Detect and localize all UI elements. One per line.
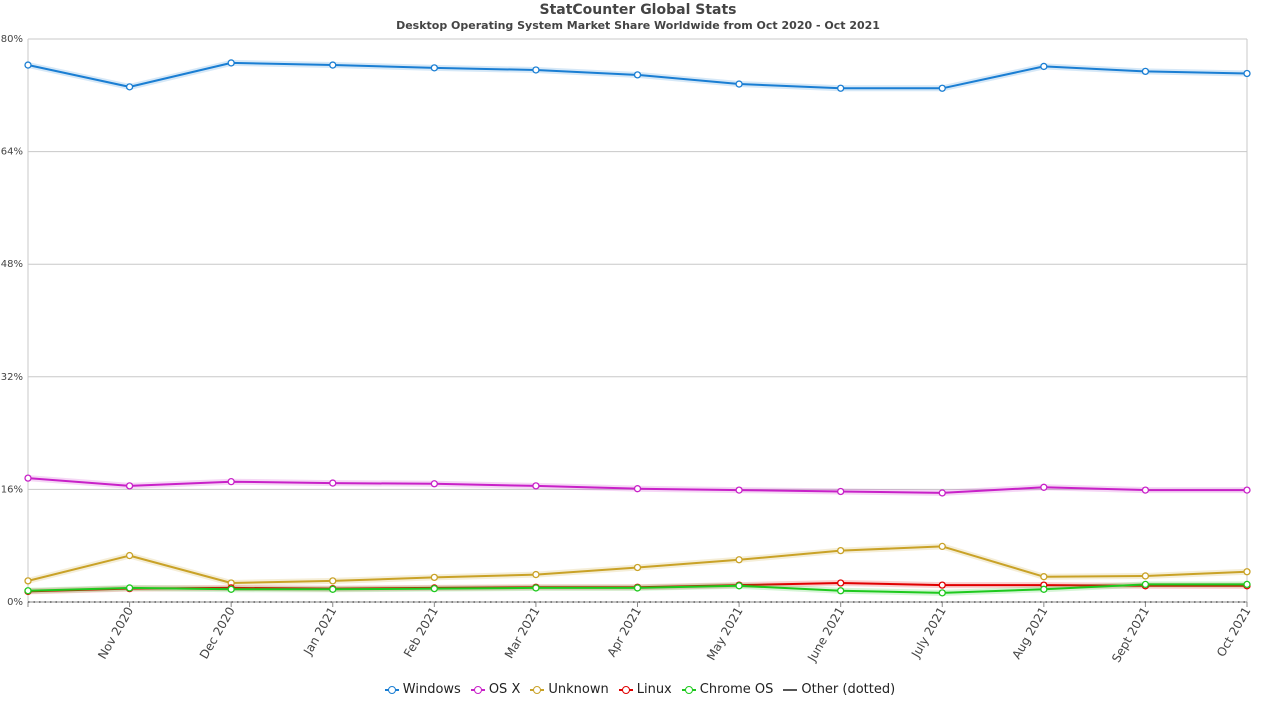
data-point-unknown[interactable] — [430, 573, 438, 582]
legend-swatch-icon — [470, 685, 485, 695]
legend: Windows OS X Unknown Linux Chrome OS Other (d… — [0, 682, 1280, 699]
data-point-unknown[interactable] — [633, 563, 642, 572]
legend-swatch-icon — [384, 685, 399, 695]
data-point-linux[interactable] — [938, 581, 946, 589]
data-point-unknown[interactable] — [938, 542, 946, 551]
data-point-chrome-os[interactable] — [1141, 580, 1150, 589]
x-tick-label: May 2021 — [704, 605, 746, 663]
x-tick-label: Aug 2021 — [1009, 605, 1050, 662]
data-point-chrome-os[interactable] — [532, 584, 540, 592]
legend-item-windows[interactable]: Windows — [384, 682, 461, 697]
data-point-os-x[interactable] — [735, 486, 743, 494]
legend-label: Other (dotted) — [801, 682, 896, 697]
legend-label: OS X — [488, 682, 521, 697]
data-point-windows[interactable] — [329, 61, 337, 69]
data-point-windows[interactable] — [430, 64, 438, 72]
data-point-unknown[interactable] — [532, 570, 540, 579]
data-point-chrome-os[interactable] — [837, 587, 845, 595]
data-point-chrome-os[interactable] — [227, 585, 235, 593]
legend-swatch-icon — [783, 685, 798, 695]
y-tick-label: 80% — [1, 34, 23, 45]
data-point-os-x[interactable] — [24, 474, 32, 482]
y-tick-label: 16% — [1, 484, 23, 495]
data-point-windows[interactable] — [227, 59, 235, 67]
data-point-windows[interactable] — [125, 83, 134, 91]
legend-item-other-dotted[interactable]: Other (dotted) — [783, 682, 895, 697]
data-point-os-x[interactable] — [633, 485, 642, 493]
data-point-chrome-os[interactable] — [1040, 585, 1048, 593]
x-tick-label: Nov 2020 — [95, 605, 136, 662]
y-tick-label: 64% — [1, 147, 23, 158]
data-point-os-x[interactable] — [227, 478, 235, 486]
data-point-windows[interactable] — [1243, 69, 1251, 78]
data-point-unknown[interactable] — [125, 551, 134, 560]
y-tick-label: 0% — [7, 597, 23, 608]
y-tick-label: 32% — [1, 372, 23, 383]
gridlines — [28, 38, 1247, 603]
x-tick-label: Dec 2020 — [197, 605, 238, 662]
data-point-chrome-os[interactable] — [735, 582, 743, 590]
data-point-os-x[interactable] — [125, 482, 134, 490]
data-point-windows[interactable] — [1141, 67, 1150, 76]
data-point-unknown[interactable] — [735, 556, 743, 564]
x-tick-label: July 2021 — [908, 605, 949, 661]
y-tick-label: 48% — [1, 259, 23, 270]
data-point-os-x[interactable] — [837, 487, 845, 496]
data-point-unknown[interactable] — [329, 577, 337, 585]
data-point-os-x[interactable] — [532, 482, 540, 490]
x-tick-label: Apr 2021 — [604, 605, 644, 660]
legend-label: Chrome OS — [699, 682, 774, 697]
chart-subtitle: Desktop Operating System Market Share Wo… — [396, 19, 880, 32]
data-point-windows[interactable] — [837, 84, 845, 92]
data-point-chrome-os[interactable] — [329, 585, 337, 593]
data-point-chrome-os[interactable] — [125, 584, 134, 592]
data-point-windows[interactable] — [735, 80, 743, 88]
data-point-os-x[interactable] — [1141, 486, 1150, 494]
data-point-os-x[interactable] — [430, 480, 438, 488]
data-point-windows[interactable] — [1040, 62, 1048, 71]
data-point-chrome-os[interactable] — [633, 584, 642, 592]
data-point-unknown[interactable] — [1040, 573, 1048, 581]
data-point-chrome-os[interactable] — [938, 589, 946, 597]
x-tick-label: Sept 2021 — [1109, 605, 1152, 665]
data-point-chrome-os[interactable] — [1243, 580, 1251, 589]
data-point-chrome-os[interactable] — [24, 587, 32, 595]
legend-item-linux[interactable]: Linux — [618, 682, 672, 697]
data-point-windows[interactable] — [938, 84, 946, 92]
data-point-os-x[interactable] — [1243, 486, 1251, 494]
legend-label: Windows — [402, 682, 461, 697]
chart-title: StatCounter Global Stats — [539, 2, 736, 18]
data-point-linux[interactable] — [837, 579, 845, 587]
legend-label: Linux — [636, 682, 672, 697]
data-point-unknown[interactable] — [1243, 568, 1251, 576]
data-point-windows[interactable] — [24, 61, 32, 69]
series-layer — [24, 59, 1251, 603]
data-point-chrome-os[interactable] — [430, 584, 438, 593]
legend-item-os-x[interactable]: OS X — [470, 682, 521, 697]
data-point-windows[interactable] — [532, 66, 540, 74]
legend-swatch-icon — [530, 685, 545, 695]
data-point-os-x[interactable] — [938, 489, 946, 497]
x-tick-label: Feb 2021 — [401, 605, 441, 660]
legend-label: Unknown — [548, 682, 609, 697]
x-tick-label: Jan 2021 — [300, 605, 339, 659]
x-tick-label: June 2021 — [804, 605, 847, 665]
x-tick-label: Mar 2021 — [502, 605, 543, 661]
legend-item-chrome-os[interactable]: Chrome OS — [681, 682, 774, 697]
data-point-os-x[interactable] — [329, 479, 337, 487]
legend-swatch-icon — [681, 685, 696, 695]
data-point-unknown[interactable] — [1141, 572, 1150, 580]
legend-swatch-icon — [618, 685, 633, 695]
x-tick-label: Oct 2021 — [1214, 605, 1254, 660]
data-point-os-x[interactable] — [1040, 483, 1048, 491]
data-point-unknown[interactable] — [837, 546, 845, 555]
data-point-unknown[interactable] — [24, 577, 32, 585]
data-point-windows[interactable] — [633, 71, 642, 79]
legend-item-unknown[interactable]: Unknown — [530, 682, 609, 697]
